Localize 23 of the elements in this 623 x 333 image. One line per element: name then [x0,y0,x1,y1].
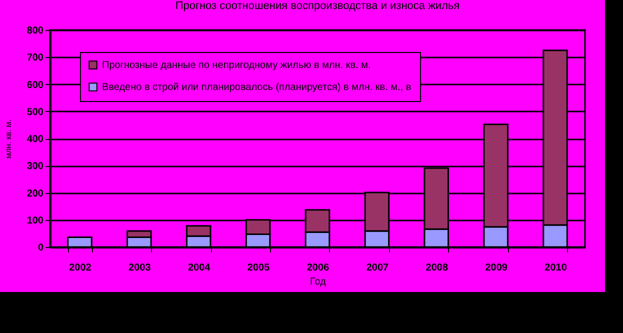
y-tick-label: 200 [26,188,44,200]
y-tick-label: 400 [26,134,44,145]
chart-title: Прогноз соотношения воспроизводства и износа жилья [175,0,460,12]
x-tick-label: 2002 [69,262,92,274]
y-tick-label: 600 [26,80,44,91]
y-tick-label: 500 [26,106,44,118]
y-tick-label: 0 [38,242,44,254]
x-tick-label: 2004 [188,262,211,274]
x-tick-label: 2008 [426,262,448,274]
x-tick-label: 2010 [544,262,568,274]
y-tick-label: 300 [26,161,44,172]
x-tick-label: 2006 [306,262,330,274]
y-axis-title: млн. кв. м. [4,120,13,158]
legend-label: Прогнозные данные по непригодному жилью в млн. кв. м. [102,60,371,71]
x-axis-title: Год [310,276,326,288]
x-tick-label: 2007 [366,262,390,274]
x-tick-label: 2005 [247,262,270,274]
y-tick-label: 700 [26,52,44,64]
y-tick-label: 800 [26,26,44,36]
x-tick-label: 2009 [485,262,508,274]
x-tick-label: 2003 [128,262,152,274]
legend-label: Введено в строй или планировалось (планируется) в млн. кв. м., в [102,82,412,93]
y-tick-label: 100 [26,215,44,226]
